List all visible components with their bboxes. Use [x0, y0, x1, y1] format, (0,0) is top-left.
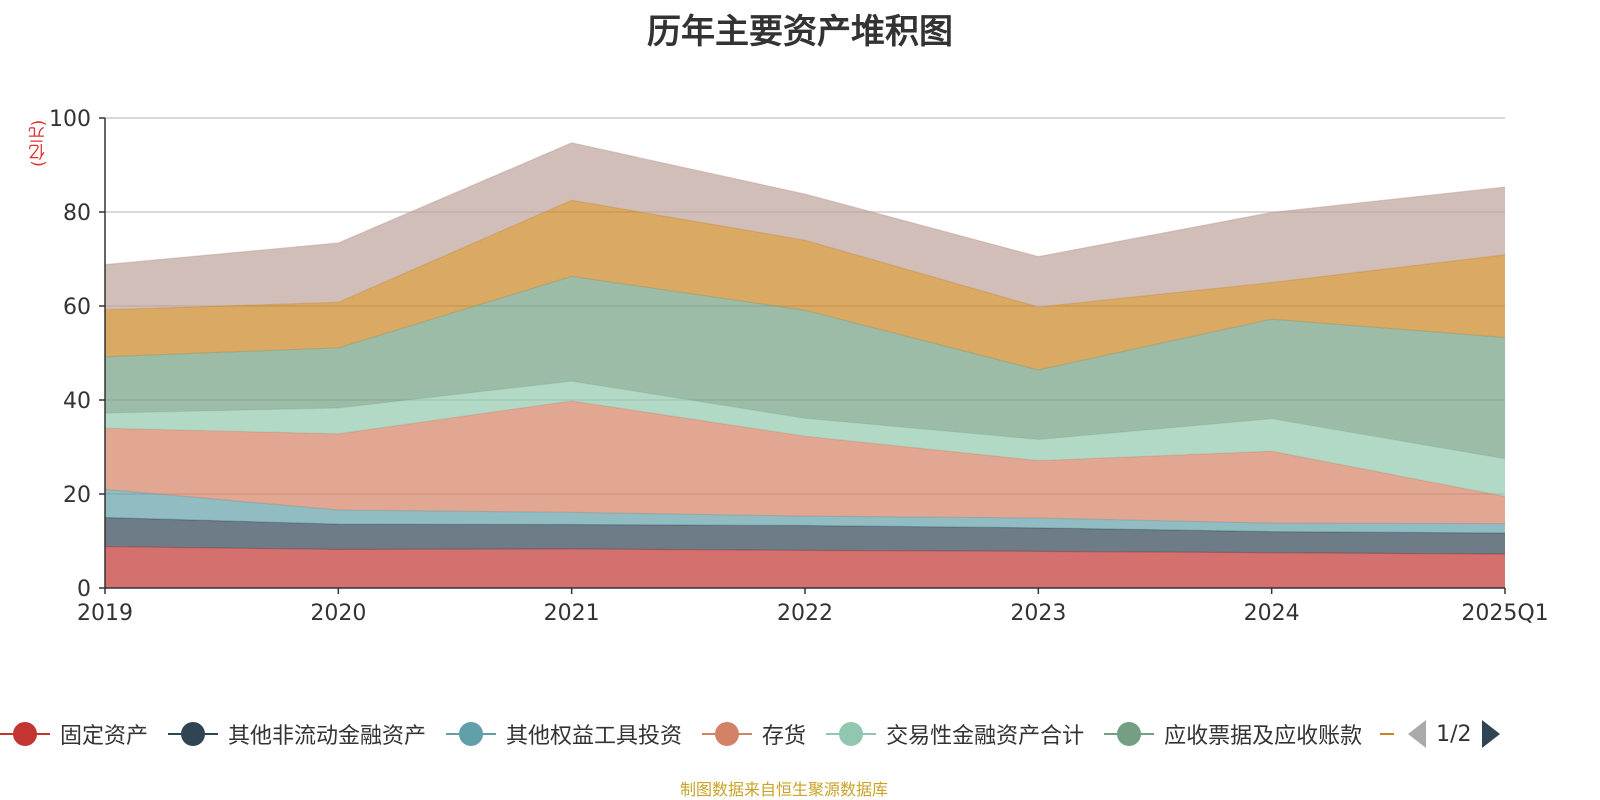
legend-label: 其他权益工具投资: [506, 724, 683, 749]
chart-title: 历年主要资产堆积图: [647, 12, 953, 52]
legend-label: 交易性金融资产合计: [886, 724, 1085, 749]
legend-marker-icon: [1104, 722, 1155, 746]
area-edge-7: [104, 142, 1506, 266]
x-tick-label: 2024: [1244, 601, 1300, 626]
area-series-0: [105, 546, 1505, 588]
y-tick-label: 20: [63, 483, 91, 508]
legend-item[interactable]: 应收票据及应收账款: [1104, 718, 1362, 750]
legend-prev-page-icon[interactable]: [1408, 720, 1427, 748]
legend-item-truncated[interactable]: [1380, 733, 1404, 735]
legend-marker-icon: [702, 722, 753, 746]
x-tick-label: 2022: [777, 601, 833, 626]
y-tick-label: 0: [77, 577, 91, 602]
legend-label: 固定资产: [60, 724, 149, 749]
legend-item[interactable]: 交易性金融资产合计: [826, 718, 1084, 750]
legend-page-indicator: 1/2: [1436, 721, 1472, 747]
legend-label: 应收票据及应收账款: [1164, 724, 1363, 749]
legend-marker-icon: [446, 722, 497, 746]
area-series-4: [105, 381, 1505, 497]
area-series-1: [105, 517, 1505, 555]
x-tick-label: 2023: [1010, 601, 1066, 626]
axes: 0 20 40 60 80 100 2019 2020 2021 2022 2023 2024 2025…: [49, 107, 1549, 626]
legend-line-truncated: [1380, 733, 1395, 735]
area-series-2: [105, 489, 1505, 534]
area-series-6: [105, 200, 1505, 370]
x-tick-label: 2020: [310, 601, 366, 626]
legend: 固定资产 其他非流动金融资产 其他权益工具投资 存货 交易性金融资产合计 应收票据及应收账…: [0, 714, 1500, 754]
legend-item[interactable]: 其他权益工具投资: [446, 718, 682, 750]
legend-item[interactable]: 其他非流动金融资产: [168, 718, 426, 750]
y-tick-label: 100: [49, 107, 91, 132]
legend-next-page-icon[interactable]: [1481, 720, 1500, 748]
x-tick-label: 2019: [77, 601, 133, 626]
area-series-7: [105, 142, 1505, 310]
area-series-5: [105, 276, 1505, 459]
y-tick-label: 80: [63, 201, 91, 226]
legend-marker-icon: [0, 722, 50, 746]
x-tick-label: 2021: [544, 601, 600, 626]
x-tick-label: 2025Q1: [1461, 601, 1548, 626]
legend-marker-icon: [168, 722, 219, 746]
area-series-3: [105, 400, 1505, 524]
y-tick-label: 60: [63, 295, 91, 320]
legend-label: 存货: [762, 724, 807, 749]
area-layer: [104, 142, 1506, 588]
source-note: 制图数据来自恒生聚源数据库: [679, 780, 888, 799]
legend-item[interactable]: 存货: [702, 718, 806, 750]
legend-marker-icon: [826, 722, 877, 746]
stacked-area-chart: 0 20 40 60 80 100 2019 2020 2021 2022 2023 2024 2025…: [49, 107, 1549, 626]
y-tick-label: 40: [63, 389, 91, 414]
legend-label: 其他非流动金融资产: [228, 724, 427, 749]
legend-item[interactable]: 固定资产: [0, 718, 148, 750]
